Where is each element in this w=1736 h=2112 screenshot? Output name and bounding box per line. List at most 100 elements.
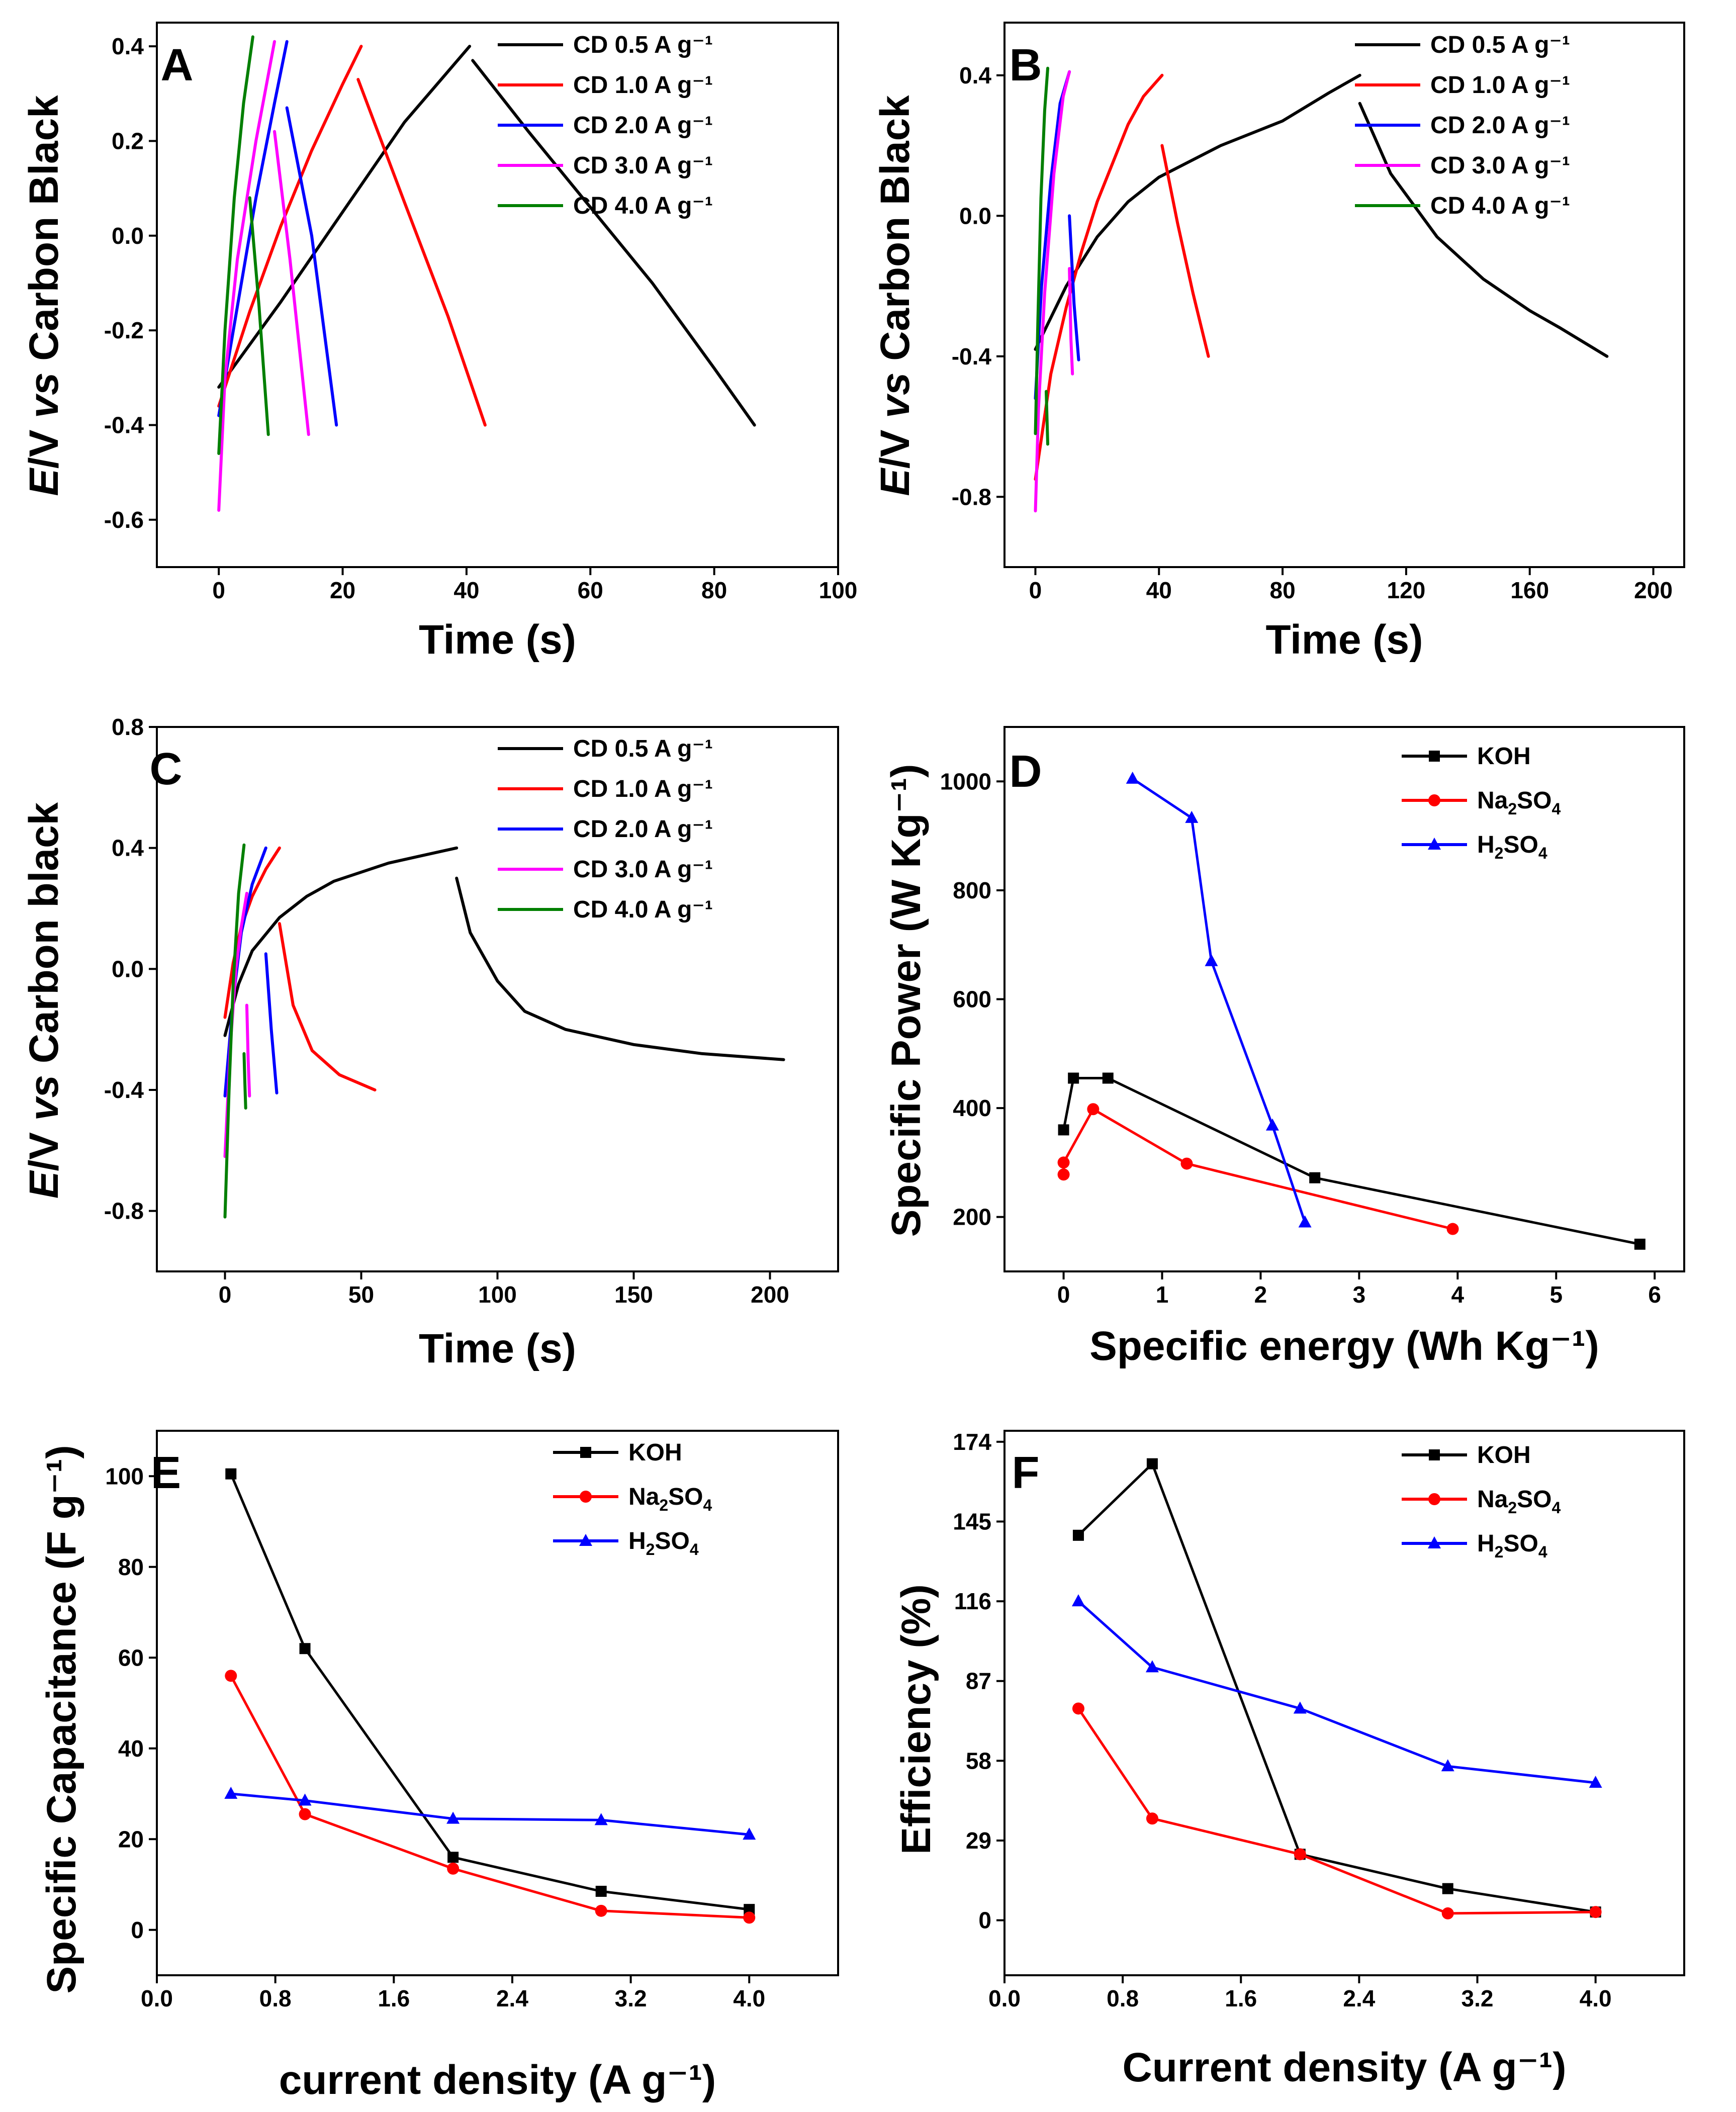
y-tick-label: 58 (966, 1748, 991, 1774)
data-point-square (1442, 1883, 1453, 1894)
x-tick-label: 2 (1254, 1281, 1267, 1308)
data-point-circle (580, 1491, 592, 1503)
legend-label: KOH (628, 1439, 682, 1466)
series-cd-4-0-a-g-line (1045, 390, 1049, 446)
x-tick-label: 3 (1353, 1281, 1366, 1308)
x-axis-label: Time (s) (419, 1326, 576, 1371)
x-tick-label: 100 (478, 1281, 517, 1308)
data-point-circle (1057, 1168, 1070, 1181)
y-tick-label: 29 (966, 1827, 991, 1854)
series-na2so4-line (1062, 1108, 1453, 1230)
panel-b: 0 40 80 120 160 200 -0.8 -0.4 0.0 0.4 Time (s) E/V … (872, 22, 1685, 663)
data-point-circle (225, 1670, 237, 1682)
y-tick-label: 0.4 (112, 33, 144, 59)
x-tick-label: 1.6 (1225, 1985, 1257, 2011)
panel-letter: B (1010, 40, 1042, 90)
y-tick-label: 0.0 (112, 956, 144, 982)
x-tick-label: 0.8 (259, 1985, 292, 2011)
y-tick-label: 400 (953, 1095, 991, 1121)
y-tick-label: 1000 (940, 768, 991, 794)
series-cd-0-5-a-g-line (471, 59, 756, 427)
data-point-circle (1146, 1812, 1158, 1825)
series-layer (1057, 771, 1646, 1250)
legend: CD 0.5 A g⁻¹ CD 1.0 A g⁻¹ CD 2.0 A g⁻¹ CD 3… (498, 736, 713, 923)
legend-label: CD 2.0 A g⁻¹ (573, 112, 713, 139)
legend-label: CD 4.0 A g⁻¹ (573, 896, 713, 923)
series-h2so4-line (1077, 1600, 1596, 1784)
series-layer (223, 843, 785, 1219)
x-tick-label: 2.4 (1343, 1985, 1375, 2011)
data-point-circle (1294, 1848, 1306, 1861)
y-tick-label: 800 (953, 877, 991, 903)
data-point-triangle (743, 1827, 756, 1840)
y-axis-label: Efficiency (%) (893, 1584, 939, 1855)
legend: KOH Na2SO4 H2SO4 (553, 1439, 712, 1558)
x-tick-label: 100 (819, 577, 858, 603)
series-cd-4-0-a-g-line (242, 1052, 247, 1110)
y-tick-label: 20 (118, 1826, 144, 1852)
x-tick-label: 60 (578, 577, 603, 603)
data-point-circle (595, 1904, 607, 1917)
legend-label: CD 4.0 A g⁻¹ (1430, 193, 1570, 219)
x-tick-label: 3.2 (1461, 1985, 1494, 2011)
series-layer (217, 35, 756, 512)
x-tick-label: 150 (614, 1281, 653, 1308)
y-tick-label: 87 (966, 1668, 991, 1694)
data-point-triangle (1071, 1594, 1085, 1607)
legend-label: Na2SO4 (1477, 787, 1561, 818)
data-point-triangle (1145, 1660, 1159, 1673)
series-na2so4-line (230, 1675, 750, 1919)
y-tick-label: -0.8 (104, 1198, 144, 1224)
series-cd-1-0-a-g-line (217, 45, 363, 408)
data-point-triangle (1205, 954, 1218, 966)
series-cd-2-0-a-g-line (285, 106, 338, 427)
series-cd-0-5-a-g-line (223, 846, 459, 1037)
x-tick-label: 0 (219, 1281, 232, 1308)
y-tick-label: -0.8 (952, 484, 991, 510)
x-tick-label: 1 (1156, 1281, 1169, 1308)
data-point-square (299, 1643, 311, 1655)
data-point-square (1102, 1072, 1114, 1084)
x-tick-label: 3.2 (615, 1985, 647, 2011)
x-tick-label: 200 (751, 1281, 789, 1308)
plot-frame (156, 1430, 839, 1976)
x-tick-label: 0.0 (988, 1985, 1021, 2011)
legend-label: H2SO4 (1477, 832, 1547, 862)
data-point-square (225, 1468, 237, 1480)
data-point-circle (1072, 1702, 1084, 1715)
data-point-triangle (446, 1811, 460, 1824)
panel-letter: F (1012, 1448, 1040, 1498)
x-tick-label: 0.0 (141, 1985, 173, 2011)
data-point-square (1072, 1529, 1084, 1541)
data-point-square (1068, 1072, 1079, 1084)
data-point-circle (1446, 1223, 1459, 1235)
y-tick-label: 600 (953, 986, 991, 1013)
y-tick-label: -0.4 (952, 343, 992, 370)
y-tick-label: -0.4 (104, 412, 144, 438)
x-axis-label: Time (s) (1266, 617, 1423, 663)
x-tick-label: 4.0 (733, 1985, 765, 2011)
data-point-triangle (1589, 1776, 1602, 1788)
legend-label: CD 2.0 A g⁻¹ (1430, 112, 1570, 139)
panel-letter: E (151, 1448, 181, 1498)
legend-label: H2SO4 (628, 1528, 699, 1558)
legend: KOH Na2SO4 H2SO4 (1402, 1442, 1561, 1561)
y-tick-label: 60 (118, 1644, 144, 1671)
legend-label: CD 3.0 A g⁻¹ (1430, 152, 1570, 179)
series-cd-3-0-a-g-line (217, 40, 276, 512)
x-tick-label: 80 (1270, 577, 1296, 603)
series-cd-4-0-a-g-line (223, 843, 246, 1219)
panel-letter: C (150, 744, 182, 794)
y-tick-label: 40 (118, 1735, 144, 1762)
y-tick-label: 200 (953, 1204, 991, 1230)
y-axis-label: E/V vs Carbon Black (872, 95, 918, 496)
y-tick-label: 174 (953, 1429, 991, 1455)
series-cd-1-0-a-g-line (1160, 144, 1210, 358)
data-point-circle (299, 1808, 311, 1820)
y-tick-label: -0.6 (104, 507, 144, 533)
plot-frame (156, 22, 839, 568)
series-cd-0-5-a-g-line (217, 45, 472, 389)
series-na2so4-line (1077, 1708, 1596, 1915)
data-point-triangle (594, 1813, 608, 1825)
data-point-triangle (298, 1793, 312, 1806)
